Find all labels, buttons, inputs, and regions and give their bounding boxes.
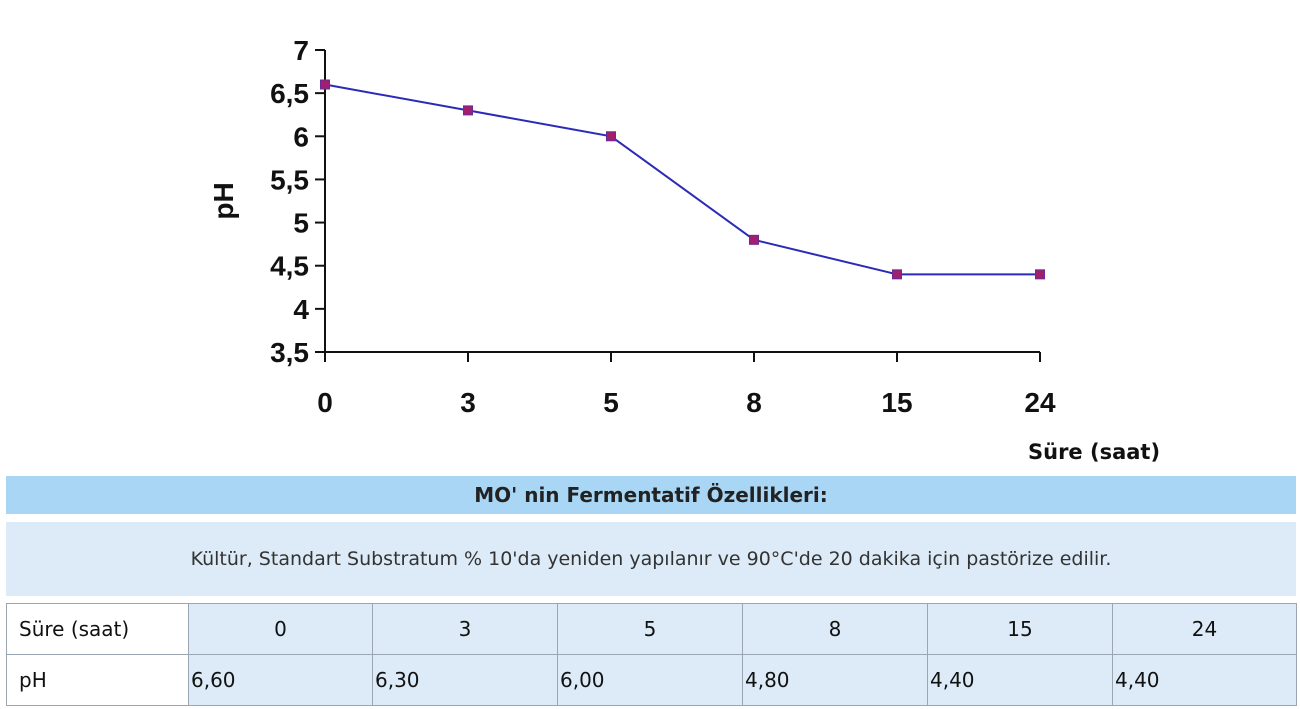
data-point xyxy=(320,79,330,90)
y-axis-ticks: 7 6,5 6 5,5 5 4,5 4 3,5 xyxy=(270,35,325,368)
y-tick-label: 7 xyxy=(293,35,309,66)
table-cell: 0 xyxy=(188,603,373,655)
y-tick-label: 5,5 xyxy=(270,164,309,195)
y-axis-title: pH xyxy=(208,182,239,219)
table-cell: 15 xyxy=(927,603,1113,655)
series-line xyxy=(324,83,1040,276)
table-cell: 6,60 xyxy=(188,654,373,706)
row-label-ph: pH xyxy=(6,654,189,706)
x-tick-label: 5 xyxy=(603,387,619,418)
section-title: MO' nin Fermentatif Özellikleri: xyxy=(6,476,1296,514)
x-tick-label: 3 xyxy=(460,387,476,418)
table-cell: 6,30 xyxy=(372,654,558,706)
table-cell: 4,40 xyxy=(927,654,1113,706)
x-axis-ticks: 0 3 5 8 15 24 xyxy=(317,352,1056,418)
y-tick-label: 4 xyxy=(293,294,309,325)
data-point xyxy=(892,269,902,280)
x-tick-label: 15 xyxy=(881,387,912,418)
table-row-ph: pH 6,60 6,30 6,00 4,80 4,40 4,40 xyxy=(6,654,1297,706)
data-table: Süre (saat) 0 3 5 8 15 24 pH 6,60 6,30 6… xyxy=(6,603,1297,706)
x-tick-label: 8 xyxy=(746,387,762,418)
data-point xyxy=(1035,269,1045,280)
table-cell: 8 xyxy=(742,603,928,655)
table-cell: 6,00 xyxy=(557,654,743,706)
table-row-time: Süre (saat) 0 3 5 8 15 24 xyxy=(6,603,1297,655)
data-point xyxy=(749,234,759,245)
table-cell: 5 xyxy=(557,603,743,655)
x-tick-label: 24 xyxy=(1024,387,1056,418)
data-point xyxy=(606,131,616,142)
table-cell: 24 xyxy=(1112,603,1297,655)
table-cell: 4,80 xyxy=(742,654,928,706)
x-axis-title: Süre (saat) xyxy=(1028,440,1161,464)
table-cell: 4,40 xyxy=(1112,654,1297,706)
y-tick-label: 5 xyxy=(293,208,309,239)
row-label-time: Süre (saat) xyxy=(6,603,189,655)
y-tick-label: 4,5 xyxy=(270,251,309,282)
y-tick-label: 3,5 xyxy=(270,337,309,368)
section-description: Kültür, Standart Substratum % 10'da yeni… xyxy=(6,522,1296,596)
x-tick-label: 0 xyxy=(317,387,333,418)
ph-line-chart: 7 6,5 6 5,5 5 4,5 4 3,5 0 3 5 8 15 24 pH xyxy=(208,35,1056,418)
table-cell: 3 xyxy=(372,603,558,655)
data-point xyxy=(463,105,473,116)
y-tick-label: 6,5 xyxy=(270,78,309,109)
y-tick-label: 6 xyxy=(293,121,309,152)
series-layer xyxy=(320,79,1045,280)
